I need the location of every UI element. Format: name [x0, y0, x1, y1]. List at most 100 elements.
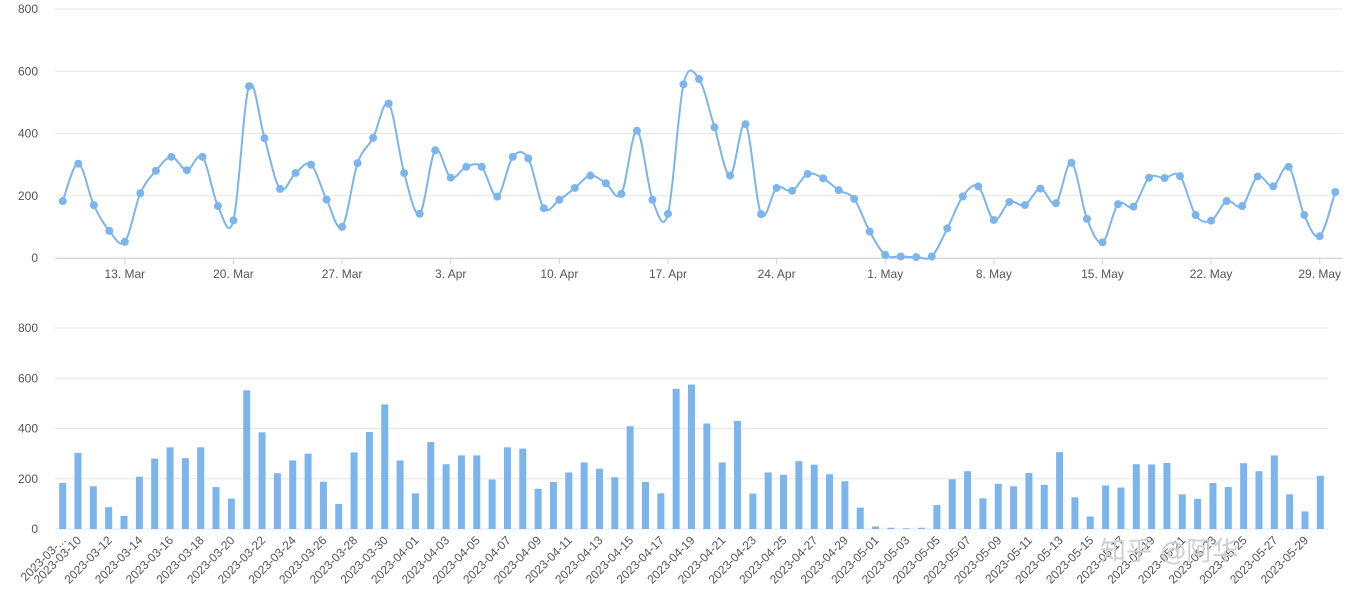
line-point: [1082, 214, 1091, 223]
bar: [74, 452, 82, 529]
bar: [503, 447, 511, 529]
line-point: [120, 237, 129, 246]
bar: [335, 503, 343, 529]
line-chart-x-tick: 8. May: [976, 267, 1012, 281]
bar: [227, 498, 235, 529]
line-point: [663, 209, 672, 218]
line-chart-y-tick: 800: [18, 2, 38, 16]
bar: [1255, 471, 1263, 529]
line-point: [384, 99, 393, 108]
bar: [626, 426, 634, 529]
line-chart-y-axis: 0 200 400 600 800: [18, 2, 38, 265]
bar: [381, 404, 389, 529]
bar: [212, 487, 220, 529]
line-point: [586, 171, 595, 180]
line-chart-y-tick: 0: [31, 251, 38, 265]
line-point: [788, 186, 797, 195]
bar: [964, 471, 972, 529]
line-chart-x-tick: 1. May: [867, 267, 903, 281]
bar-chart-y-tick: 800: [18, 321, 38, 335]
line-point: [338, 222, 347, 231]
line-point: [1005, 197, 1014, 206]
bar: [135, 476, 143, 529]
bar: [534, 488, 542, 529]
line-point: [570, 183, 579, 192]
bar: [1209, 483, 1217, 529]
bar: [1132, 464, 1140, 529]
line-point: [695, 75, 703, 84]
line-series: [61, 69, 1337, 260]
line-point: [632, 126, 641, 135]
line-point: [508, 152, 517, 161]
line-point: [307, 160, 316, 169]
line-point: [322, 195, 331, 204]
line-chart-x-tick: 22. May: [1190, 267, 1233, 281]
line-point: [1300, 211, 1309, 220]
bar: [595, 468, 603, 529]
line-point: [105, 226, 114, 235]
line-point: [927, 252, 936, 261]
line-point: [539, 204, 548, 213]
line-point: [617, 189, 626, 198]
bar: [1071, 497, 1079, 529]
bar: [795, 461, 803, 529]
line-point: [136, 189, 145, 198]
line-point: [803, 169, 812, 178]
bar-chart-y-tick: 600: [18, 371, 38, 385]
line-point: [1129, 202, 1138, 211]
line-point: [1067, 158, 1076, 167]
bar: [672, 388, 680, 529]
line-point: [601, 179, 610, 188]
line-point: [400, 169, 409, 178]
bar: [1117, 487, 1125, 529]
line-chart-gridlines: [55, 8, 1343, 259]
line-point: [1020, 201, 1029, 210]
bar: [258, 432, 266, 529]
line-point: [229, 216, 238, 225]
bar: [856, 507, 864, 529]
line-point: [1331, 188, 1340, 197]
line-point: [741, 120, 750, 129]
bar: [1025, 472, 1033, 529]
line-chart-x-tick: 27. Mar: [322, 267, 363, 281]
bar: [718, 462, 726, 529]
bar: [1301, 511, 1309, 529]
bar: [105, 507, 113, 529]
line-point: [865, 227, 874, 236]
bar: [749, 493, 757, 529]
bar: [580, 462, 588, 529]
bar: [979, 498, 987, 529]
line-point: [524, 154, 533, 163]
bar: [1286, 494, 1294, 529]
line-chart-x-tick: 29. May: [1298, 267, 1341, 281]
bar: [657, 493, 665, 529]
line-points: [58, 75, 1340, 262]
line-point: [1191, 211, 1200, 220]
bar: [611, 477, 619, 529]
bar: [304, 453, 312, 529]
line-point: [1113, 200, 1122, 209]
bar: [1086, 516, 1094, 529]
bar: [688, 384, 695, 529]
line-point: [1098, 238, 1107, 247]
bar-chart-y-tick: 400: [18, 422, 38, 436]
line-point: [943, 224, 952, 233]
bar: [1040, 484, 1048, 529]
line-point: [757, 210, 766, 219]
line-chart-x-tick: 24. Apr: [758, 267, 796, 281]
bar: [933, 505, 941, 529]
bar: [319, 481, 327, 529]
line-point: [989, 216, 998, 225]
bar: [810, 464, 818, 529]
line-point: [1253, 172, 1262, 181]
line-point: [819, 174, 828, 183]
bar: [918, 527, 926, 529]
line-point: [1207, 216, 1216, 225]
line-point: [1160, 174, 1169, 183]
line-point: [850, 194, 859, 203]
bar: [396, 460, 404, 529]
bar-series: [59, 384, 1324, 529]
line-point: [555, 195, 564, 204]
bar: [994, 483, 1002, 529]
bar: [1010, 486, 1018, 529]
